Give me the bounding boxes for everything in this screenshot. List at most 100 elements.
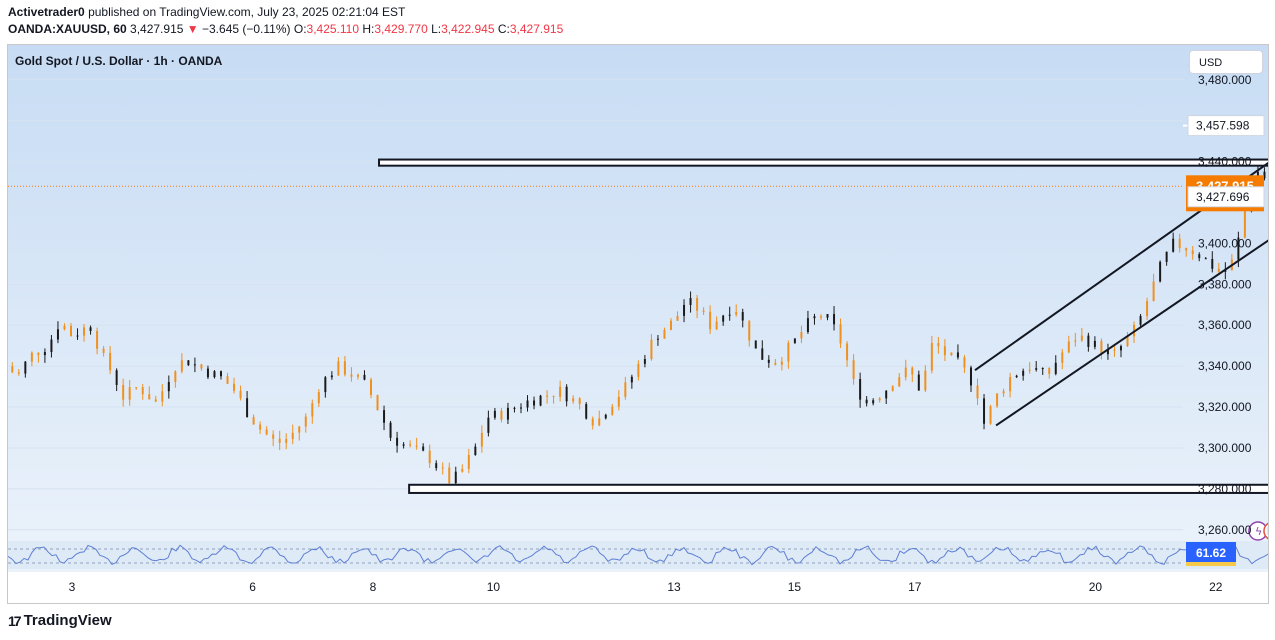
candle-body bbox=[591, 418, 594, 426]
candle-body bbox=[1067, 341, 1070, 353]
candle-body bbox=[37, 352, 40, 356]
candle-body bbox=[800, 331, 803, 339]
support-zone[interactable] bbox=[408, 483, 1269, 494]
price-tag[interactable] bbox=[1187, 186, 1265, 208]
candle-body bbox=[637, 363, 640, 377]
candle-body bbox=[76, 335, 79, 337]
candle-body bbox=[396, 437, 399, 446]
candle-body bbox=[1100, 340, 1103, 355]
candle-body bbox=[1074, 340, 1077, 342]
candle-body bbox=[513, 407, 516, 409]
open-value: 3,425.110 bbox=[306, 22, 360, 36]
candle-body bbox=[1159, 261, 1162, 282]
candle-body bbox=[930, 343, 933, 371]
candle-body bbox=[1165, 251, 1168, 262]
candle-body bbox=[989, 406, 992, 424]
author-name[interactable]: Activetrader0 bbox=[8, 5, 85, 19]
candle-body bbox=[219, 371, 222, 377]
rsi-value-label: 61.62 bbox=[1196, 546, 1226, 560]
channel-lower-line[interactable] bbox=[995, 186, 1269, 427]
candle-body bbox=[69, 325, 72, 337]
candle-body bbox=[878, 398, 881, 401]
candle-body bbox=[852, 360, 855, 380]
down-arrow-icon: ▼ bbox=[186, 22, 199, 36]
candle-body bbox=[950, 352, 953, 356]
rsi-line bbox=[8, 544, 1268, 566]
candle-body bbox=[702, 310, 705, 312]
candle-body bbox=[1243, 210, 1246, 238]
candle-body bbox=[1152, 281, 1155, 302]
candle-body bbox=[1237, 237, 1240, 260]
candle-body bbox=[1178, 238, 1181, 249]
brand-name: TradingView bbox=[23, 612, 112, 629]
price-tag[interactable] bbox=[1187, 115, 1265, 137]
candle-body bbox=[89, 327, 92, 331]
candle-body bbox=[676, 315, 679, 321]
candle-body bbox=[924, 370, 927, 391]
candle-body bbox=[1087, 335, 1090, 347]
candle-body bbox=[1009, 377, 1012, 392]
candle-body bbox=[1224, 270, 1227, 272]
candle-body bbox=[330, 375, 333, 378]
candle-body bbox=[285, 439, 288, 443]
candle-body bbox=[526, 400, 529, 408]
candle-body bbox=[1185, 248, 1188, 251]
candle-body bbox=[643, 359, 646, 364]
candle-body bbox=[819, 316, 822, 318]
candle-body bbox=[506, 407, 509, 420]
candle-body bbox=[115, 370, 118, 385]
candle-body bbox=[839, 324, 842, 344]
candle-body bbox=[324, 377, 327, 393]
candle-body bbox=[1106, 349, 1109, 355]
candle-body bbox=[656, 338, 659, 340]
candle-body bbox=[709, 311, 712, 330]
candle-body bbox=[56, 329, 59, 340]
candle-body bbox=[422, 446, 425, 451]
candle-body bbox=[937, 343, 940, 347]
candle-body bbox=[141, 387, 144, 395]
y-tick-label: 3,280.000 bbox=[1198, 482, 1252, 496]
chart-frame[interactable]: TARGET 3457ENTRY LINE 3427ϟ 3,260.0003,2… bbox=[7, 44, 1269, 604]
candle-body bbox=[480, 432, 483, 447]
x-tick-label: 8 bbox=[370, 580, 377, 594]
candle-body bbox=[402, 444, 405, 446]
footer-brand[interactable]: 17 TradingView bbox=[8, 612, 112, 629]
price-chart[interactable]: TARGET 3457ENTRY LINE 3427ϟ 3,260.0003,2… bbox=[8, 45, 1269, 604]
resistance-zone[interactable] bbox=[378, 158, 1269, 167]
rsi-value-badge[interactable] bbox=[1186, 542, 1236, 562]
candle-body bbox=[1217, 268, 1220, 272]
candle-body bbox=[441, 467, 444, 469]
candle-body bbox=[435, 463, 438, 469]
candle-body bbox=[1041, 368, 1044, 370]
candle-body bbox=[1035, 368, 1038, 370]
price-change: −3.645 (−0.11%) bbox=[202, 22, 291, 36]
y-tick-label: 3,340.000 bbox=[1198, 359, 1252, 373]
rsi-pane[interactable] bbox=[8, 541, 1269, 569]
candle-body bbox=[1061, 352, 1064, 363]
candle-body bbox=[826, 314, 829, 318]
candle-body bbox=[793, 338, 796, 343]
candle-body bbox=[1119, 346, 1122, 351]
candle-body bbox=[246, 398, 249, 418]
x-tick-label: 17 bbox=[908, 580, 922, 594]
currency-button[interactable]: USD bbox=[1189, 50, 1263, 74]
candle-body bbox=[833, 314, 836, 325]
x-tick-label: 20 bbox=[1089, 580, 1103, 594]
candle-body bbox=[1263, 171, 1266, 179]
candle-body bbox=[572, 398, 575, 402]
candle-body bbox=[722, 315, 725, 322]
candle-body bbox=[585, 404, 588, 419]
candle-body bbox=[1048, 368, 1051, 374]
candle-body bbox=[24, 361, 27, 374]
candle-body bbox=[891, 386, 894, 391]
candle-body bbox=[741, 312, 744, 321]
candle-body bbox=[233, 383, 236, 391]
candle-body bbox=[806, 318, 809, 332]
candle-body bbox=[461, 468, 464, 472]
candle-body bbox=[17, 372, 20, 374]
candle-body bbox=[311, 403, 314, 417]
candle-body bbox=[904, 367, 907, 378]
y-tick-label: 3,480.000 bbox=[1198, 73, 1252, 87]
candle-body bbox=[1191, 250, 1194, 255]
candle-body bbox=[630, 376, 633, 383]
